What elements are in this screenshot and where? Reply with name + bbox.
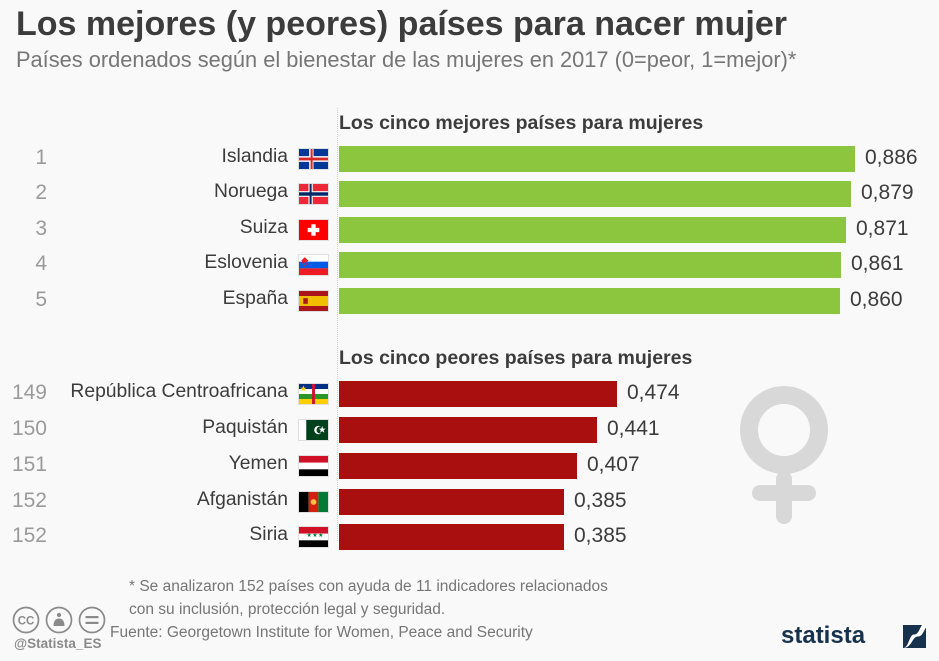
svg-text:CC: CC	[18, 616, 35, 628]
svg-text:statista: statista	[781, 622, 866, 649]
